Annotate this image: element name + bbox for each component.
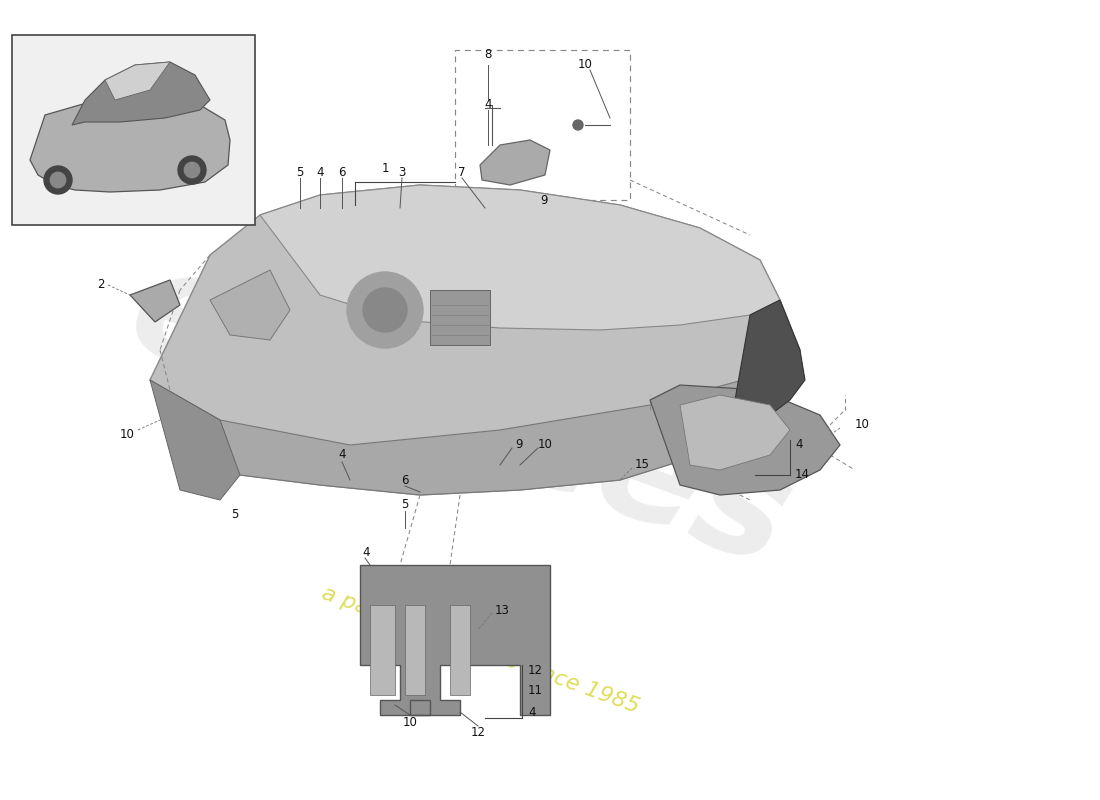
Text: 3: 3 (398, 166, 406, 178)
Text: 10: 10 (855, 418, 870, 431)
Polygon shape (480, 140, 550, 185)
Text: 7: 7 (459, 166, 465, 178)
FancyBboxPatch shape (370, 605, 395, 695)
Circle shape (363, 288, 407, 332)
Polygon shape (680, 395, 790, 470)
Circle shape (185, 162, 200, 178)
Text: 9: 9 (540, 194, 548, 206)
Circle shape (51, 172, 66, 188)
Polygon shape (72, 62, 210, 125)
Text: 10: 10 (403, 715, 417, 729)
FancyBboxPatch shape (12, 35, 255, 225)
Polygon shape (150, 185, 800, 495)
Text: 10: 10 (538, 438, 553, 451)
Text: 13: 13 (495, 603, 510, 617)
Text: 5: 5 (231, 509, 239, 522)
Text: 4: 4 (528, 706, 536, 718)
Polygon shape (30, 100, 230, 192)
Polygon shape (210, 270, 290, 340)
FancyBboxPatch shape (430, 290, 490, 345)
Circle shape (573, 120, 583, 130)
Circle shape (44, 166, 72, 194)
Text: 4: 4 (362, 546, 370, 558)
Polygon shape (260, 185, 780, 330)
FancyBboxPatch shape (405, 605, 425, 695)
Text: 5: 5 (402, 498, 409, 511)
Polygon shape (650, 385, 840, 495)
Text: 6: 6 (339, 166, 345, 178)
Text: 4: 4 (484, 98, 492, 111)
Text: 12: 12 (471, 726, 485, 738)
Polygon shape (150, 380, 240, 500)
Text: 10: 10 (578, 58, 593, 71)
Text: 2: 2 (98, 278, 104, 291)
Circle shape (346, 272, 424, 348)
Text: 14: 14 (795, 469, 810, 482)
Polygon shape (130, 280, 180, 322)
Text: ces: ces (491, 362, 810, 598)
Text: 1: 1 (382, 162, 388, 174)
Text: 15: 15 (635, 458, 650, 471)
Text: 4: 4 (795, 438, 803, 451)
Text: 9: 9 (515, 438, 522, 451)
Text: 6: 6 (402, 474, 409, 486)
Circle shape (178, 156, 206, 184)
Text: euro: euro (110, 233, 530, 507)
Polygon shape (360, 565, 550, 715)
Text: 8: 8 (484, 49, 492, 62)
Text: 5: 5 (296, 166, 304, 178)
Text: 12: 12 (528, 663, 543, 677)
Polygon shape (735, 300, 805, 430)
Text: 10: 10 (120, 429, 135, 442)
Polygon shape (150, 350, 800, 495)
Text: a passion for parts since 1985: a passion for parts since 1985 (319, 583, 641, 717)
Text: 4: 4 (339, 449, 345, 462)
Polygon shape (104, 62, 170, 100)
FancyBboxPatch shape (450, 605, 470, 695)
Text: 4: 4 (317, 166, 323, 178)
Text: 11: 11 (528, 683, 543, 697)
